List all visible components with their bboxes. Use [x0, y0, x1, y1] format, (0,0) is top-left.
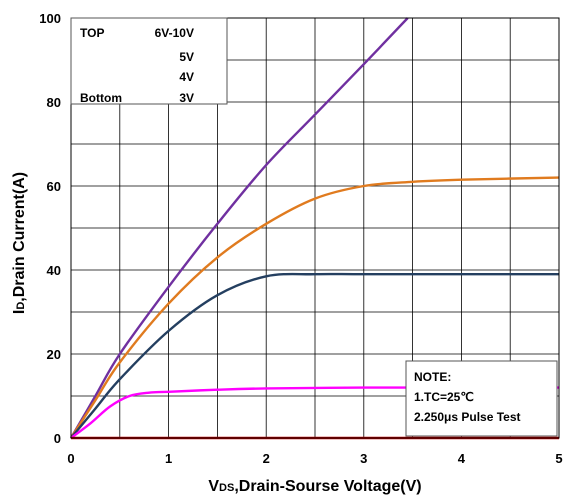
x-axis-title-sub: DS [219, 482, 234, 494]
x-tick-label: 1 [165, 451, 172, 466]
legend-row-0-value: 6V-10V [155, 26, 194, 40]
series-line-1 [69, 176, 560, 439]
x-axis-title: VDS,Drain-Sourse Voltage(V) [208, 478, 421, 495]
x-axis-title-main: V [208, 478, 219, 495]
legend: TOP 6V-10V 5V 4V Bottom 3V [70, 17, 228, 105]
x-tick-label: 2 [263, 451, 270, 466]
series-line-2 [70, 272, 559, 439]
y-tick-label: 60 [47, 179, 61, 194]
y-axis-title-main: I [11, 310, 28, 314]
series-line-0 [69, 17, 409, 439]
x-tick-label: 5 [555, 451, 562, 466]
y-tick-label: 40 [47, 263, 61, 278]
y-axis-title: ID,Drain Current(A) [11, 172, 28, 314]
x-axis-title-rest: ,Drain-Sourse Voltage(V) [234, 478, 421, 495]
legend-row-0-label: TOP [80, 26, 104, 40]
x-tick-label: 0 [67, 451, 74, 466]
y-tick-label: 80 [47, 95, 61, 110]
y-axis-title-sub: D [15, 302, 27, 310]
note-line-2: 2.250μs Pulse Test [414, 410, 521, 424]
legend-row-3-label: Bottom [80, 91, 122, 105]
x-tick-label: 3 [360, 451, 367, 466]
note-line-0: NOTE: [414, 370, 451, 384]
legend-row-1-value: 5V [179, 50, 194, 64]
plot-border [70, 17, 560, 439]
y-tick-label: 100 [39, 11, 61, 26]
y-tick-labels: 0 20 40 60 80 100 [39, 11, 61, 446]
y-axis-title-rest: ,Drain Current(A) [11, 172, 28, 302]
x-tick-labels: 0 1 2 3 4 5 [67, 451, 562, 466]
note-line-1: 1.TC=25℃ [414, 390, 474, 404]
y-tick-label: 0 [54, 431, 61, 446]
note-box [405, 360, 558, 437]
legend-row-2-value: 4V [179, 70, 194, 84]
x-tick-label: 4 [458, 451, 466, 466]
legend-box [70, 17, 228, 105]
y-tick-label: 20 [47, 347, 61, 362]
note: NOTE: 1.TC=25℃ 2.250μs Pulse Test [405, 360, 558, 437]
legend-row-3-value: 3V [179, 91, 194, 105]
